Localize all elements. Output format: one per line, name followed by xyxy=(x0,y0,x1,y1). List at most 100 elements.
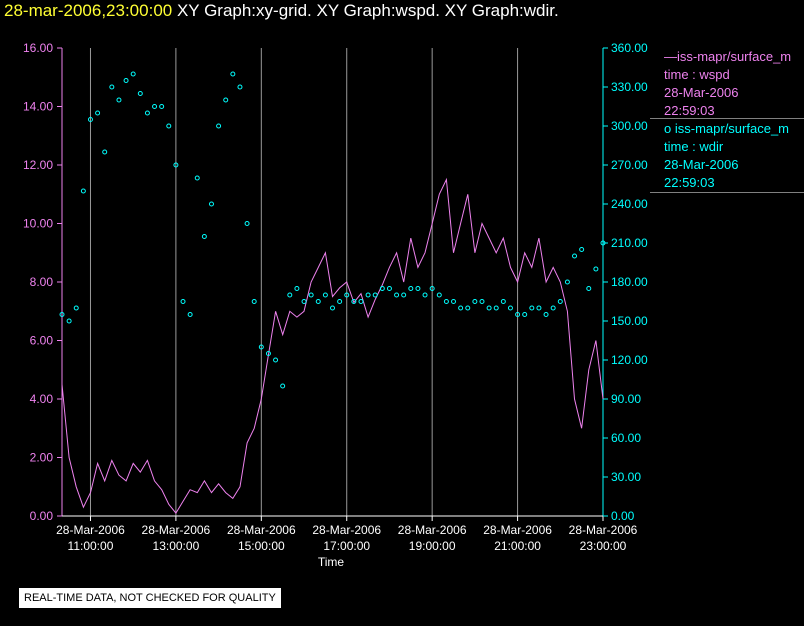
plot-axes xyxy=(61,48,604,517)
legend-wdir-name: iss-mapr/surface_m xyxy=(674,121,789,136)
wdir-point xyxy=(187,312,193,317)
y-right-tick-label: 300.00 xyxy=(611,119,648,133)
wdir-point xyxy=(394,292,400,298)
wdir-point xyxy=(465,305,471,311)
wdir-point xyxy=(579,247,585,252)
wdir-point xyxy=(109,84,115,90)
wdir-point xyxy=(137,91,143,96)
wdir-point xyxy=(87,117,93,122)
legend-wspd-date: 28-Mar-2006 xyxy=(664,85,739,100)
wdir-point xyxy=(116,97,122,103)
wdir-point xyxy=(415,286,421,291)
wdir-point xyxy=(536,305,542,311)
y-right-tick-label: 210.00 xyxy=(611,236,648,250)
wdir-point xyxy=(66,318,72,324)
wdir-point xyxy=(73,305,79,311)
wdir-point xyxy=(237,84,243,90)
legend-wspd-marker: — xyxy=(664,49,677,64)
wdir-point xyxy=(486,305,492,311)
y-right-tick-label: 240.00 xyxy=(611,197,648,211)
data-series xyxy=(59,71,606,514)
wdir-point xyxy=(201,234,207,239)
wdir-point xyxy=(479,299,485,304)
wdir-point xyxy=(308,292,314,298)
wdir-point xyxy=(280,383,286,389)
x-tick-date: 28-Mar-2006 xyxy=(142,523,211,537)
legend-divider xyxy=(650,192,804,193)
wdir-point xyxy=(451,299,457,304)
wdir-point xyxy=(572,253,578,259)
wdir-point xyxy=(564,279,570,285)
wdir-point xyxy=(507,305,513,311)
y-left-tick-label: 6.00 xyxy=(30,334,54,348)
wdir-point xyxy=(557,299,563,304)
y-right-tick-label: 360.00 xyxy=(611,41,648,55)
legend-wdir: o iss-mapr/surface_m time : wdir 28-Mar-… xyxy=(664,120,804,192)
y-right-tick-label: 330.00 xyxy=(611,80,648,94)
title-timestamp: 28-mar-2006,23:00:00 xyxy=(4,1,173,20)
wdir-point xyxy=(144,110,150,116)
y-left-tick-label: 10.00 xyxy=(23,217,53,231)
wdir-point xyxy=(543,312,549,317)
y-right-tick-label: 270.00 xyxy=(611,158,648,172)
wdir-point xyxy=(130,71,136,77)
wdir-point xyxy=(379,286,385,291)
y-left-tick-label: 8.00 xyxy=(30,275,54,289)
title-graphs: XY Graph:xy-grid. XY Graph:wspd. XY Grap… xyxy=(176,1,559,20)
wdir-point xyxy=(408,286,414,291)
wdir-point xyxy=(59,312,65,317)
x-axis-label: Time xyxy=(318,555,345,569)
wdir-point xyxy=(330,305,335,311)
x-tick-time: 21:00:00 xyxy=(494,539,541,553)
wdir-point xyxy=(273,357,279,363)
x-tick-time: 15:00:00 xyxy=(238,539,285,553)
wdir-point xyxy=(593,266,599,272)
wdir-point xyxy=(102,149,108,155)
legend-wdir-var: time : wdir xyxy=(664,139,724,154)
wdir-point xyxy=(351,299,357,304)
axis-ticks: 28-Mar-2006 11:00:00 28-Mar-2006 13:00:00 28… xyxy=(23,41,648,553)
wdir-point xyxy=(458,305,464,311)
wdir-point xyxy=(244,221,250,226)
y-left-tick-label: 12.00 xyxy=(23,158,53,172)
y-left-tick-label: 4.00 xyxy=(30,392,54,406)
legend-wspd-label: —iss-mapr/surface_m xyxy=(664,48,804,66)
x-tick-date: 28-Mar-2006 xyxy=(227,523,296,537)
legend-wdir-time: 22:59:03 xyxy=(664,175,715,190)
legend-wspd-name: iss-mapr/surface_m xyxy=(677,49,792,64)
wdir-point xyxy=(95,110,101,116)
wdir-point xyxy=(422,292,428,298)
wdir-point xyxy=(322,292,328,298)
wdir-point xyxy=(358,299,364,304)
wdir-point xyxy=(258,344,264,350)
wdir-point xyxy=(173,162,179,168)
wdir-point xyxy=(550,305,556,311)
y-left-tick-label: 14.00 xyxy=(23,100,53,114)
quality-notice: REAL-TIME DATA, NOT CHECKED FOR QUALITY xyxy=(19,588,281,608)
wdir-point xyxy=(386,286,392,291)
wdir-point xyxy=(208,201,214,207)
wdir-point xyxy=(522,312,528,317)
y-right-tick-label: 90.00 xyxy=(611,392,641,406)
wdir-point xyxy=(337,299,343,304)
wdir-point xyxy=(166,123,172,129)
x-tick-date: 28-Mar-2006 xyxy=(312,523,381,537)
y-right-tick-label: 180.00 xyxy=(611,275,648,289)
x-tick-time: 19:00:00 xyxy=(409,539,456,553)
x-tick-time: 11:00:00 xyxy=(68,539,114,553)
x-tick-date: 28-Mar-2006 xyxy=(398,523,467,537)
wdir-point xyxy=(159,104,165,109)
wdir-point xyxy=(123,78,129,83)
wdir-point xyxy=(436,292,442,298)
y-right-tick-label: 60.00 xyxy=(611,431,641,445)
legend-wdir-date: 28-Mar-2006 xyxy=(664,157,739,172)
y-left-tick-label: 0.00 xyxy=(30,509,54,523)
x-tick-date: 28-Mar-2006 xyxy=(56,523,125,537)
legend-wdir-marker: o xyxy=(664,121,672,136)
wdir-point xyxy=(529,305,535,311)
wdir-point xyxy=(429,286,435,291)
legend-wspd: —iss-mapr/surface_m time : wspd 28-Mar-2… xyxy=(664,48,804,120)
x-tick-time: 23:00:00 xyxy=(580,539,627,553)
wdir-point xyxy=(500,299,506,304)
